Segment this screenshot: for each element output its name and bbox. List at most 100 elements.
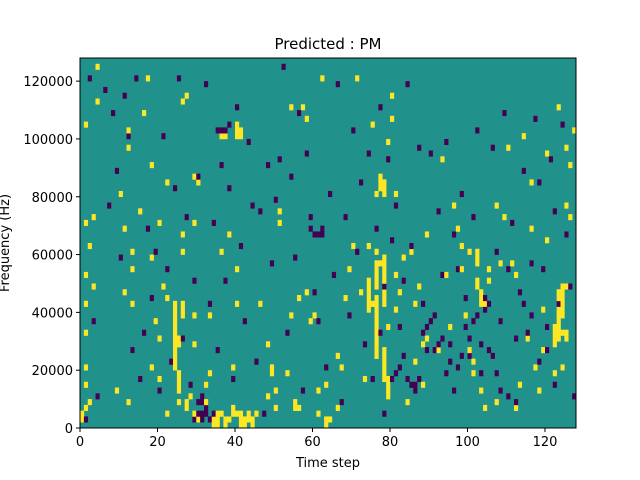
- heatmap-cell-high: [514, 404, 519, 411]
- heatmap-cell-low: [479, 341, 484, 348]
- heatmap-cell-low: [204, 81, 209, 88]
- heatmap-cell-high: [374, 248, 379, 255]
- heatmap-cell-low: [312, 231, 317, 238]
- heatmap-cell-high: [196, 416, 201, 423]
- heatmap-cell-high: [231, 404, 236, 411]
- heatmap-cell-low: [448, 341, 453, 348]
- heatmap-cell-high: [386, 381, 391, 388]
- heatmap-cell-high: [157, 375, 162, 383]
- heatmap-cell-high: [238, 410, 244, 417]
- heatmap-cell-low: [455, 364, 461, 371]
- heatmap-cell-high: [227, 416, 232, 423]
- heatmap-cell-high: [421, 381, 426, 388]
- heatmap-cell-low: [479, 370, 484, 377]
- heatmap-cell-low: [424, 347, 430, 354]
- heatmap-cell-low: [409, 243, 414, 250]
- heatmap-cell-high: [126, 144, 131, 151]
- heatmap-cell-high: [382, 358, 387, 365]
- heatmap-cell-low: [324, 364, 329, 371]
- heatmap-cell-high: [514, 271, 519, 278]
- heatmap-cell-high: [297, 404, 302, 411]
- heatmap-cell-high: [91, 214, 96, 221]
- heatmap-cell-low: [409, 381, 414, 388]
- heatmap-cell-high: [409, 248, 414, 255]
- heatmap-cell-low: [196, 410, 201, 417]
- heatmap-cell-high: [149, 364, 154, 371]
- heatmap-cell-low: [428, 150, 433, 157]
- heatmap-cell-high: [157, 219, 162, 226]
- heatmap-cell-high: [498, 260, 503, 267]
- heatmap-cell-high: [556, 318, 561, 325]
- heatmap-cell-low: [231, 375, 236, 383]
- heatmap-cell-low: [223, 127, 228, 134]
- heatmap-cell-high: [393, 306, 399, 313]
- heatmap-cell-low: [459, 190, 464, 198]
- heatmap-cell-high: [568, 214, 573, 221]
- heatmap-cell-low: [568, 283, 573, 290]
- heatmap-cell-high: [560, 329, 565, 336]
- heatmap-cell-high: [114, 387, 120, 394]
- heatmap-cell-low: [459, 352, 464, 359]
- heatmap-cell-high: [382, 370, 387, 377]
- heatmap-cell-high: [479, 387, 484, 394]
- heatmap-cell-low: [250, 202, 255, 209]
- heatmap-cell-low: [316, 231, 321, 238]
- x-tick-label: 20: [149, 435, 166, 450]
- heatmap-cell-low: [266, 162, 271, 169]
- heatmap-cell-high: [374, 271, 379, 278]
- heatmap-cell-high: [560, 300, 565, 307]
- heatmap-cell-high: [494, 399, 499, 406]
- heatmap-cell-high: [83, 404, 89, 411]
- heatmap-cell-high: [452, 202, 457, 209]
- heatmap-cell-low: [285, 329, 290, 336]
- heatmap-cell-low: [204, 410, 209, 417]
- y-axis: 0 20000 40000 60000 80000 100000 120000: [23, 75, 80, 437]
- heatmap-cell-low: [424, 323, 430, 331]
- heatmap-cell-high: [130, 300, 135, 307]
- heatmap-cell-low: [529, 260, 534, 267]
- heatmap-cell-low: [320, 231, 325, 238]
- heatmap-cell-high: [382, 277, 387, 284]
- heatmap-cell-high: [246, 416, 251, 423]
- heatmap-cell-low: [401, 352, 406, 359]
- heatmap-cell-high: [204, 381, 209, 388]
- heatmap-cell-high: [386, 375, 391, 383]
- heatmap-cell-high: [293, 404, 298, 411]
- heatmap-cell-low: [483, 306, 488, 313]
- y-tick-label: 120000: [23, 75, 73, 90]
- heatmap-cell-low: [533, 115, 538, 122]
- heatmap-cell-high: [479, 289, 484, 296]
- heatmap-cell-low: [494, 370, 499, 377]
- heatmap-cell-high: [211, 416, 216, 423]
- heatmap-cell-high: [231, 364, 236, 371]
- heatmap-cell-low: [514, 335, 519, 342]
- heatmap-cell-high: [83, 329, 89, 336]
- heatmap-cell-high: [339, 364, 344, 371]
- heatmap-cell-high: [192, 173, 197, 180]
- heatmap-cell-high: [142, 110, 147, 117]
- heatmap-background: [80, 58, 576, 428]
- heatmap-cell-high: [424, 335, 430, 342]
- heatmap-cell-high: [324, 422, 329, 429]
- heatmap-cell-high: [382, 254, 387, 261]
- heatmap-cell-high: [564, 329, 569, 336]
- heatmap-cell-high: [242, 416, 247, 423]
- heatmap-cell-low: [200, 399, 205, 406]
- heatmap-cell-low: [192, 277, 197, 284]
- heatmap-cell-high: [165, 410, 170, 417]
- heatmap-cell-low: [475, 312, 480, 319]
- heatmap-cell-high: [521, 133, 526, 140]
- heatmap-cell-high: [459, 266, 464, 273]
- heatmap-cell-high: [560, 312, 565, 319]
- heatmap-cell-high: [223, 422, 228, 429]
- heatmap-cell-high: [552, 329, 557, 336]
- heatmap-cell-low: [444, 370, 449, 377]
- heatmap-cell-high: [568, 162, 573, 169]
- heatmap-cell-high: [238, 133, 244, 140]
- heatmap-cell-high: [556, 306, 561, 313]
- heatmap-cell-high: [436, 347, 441, 354]
- heatmap-area: [80, 58, 577, 429]
- heatmap-cell-low: [463, 323, 468, 331]
- heatmap-cell-low: [107, 202, 112, 209]
